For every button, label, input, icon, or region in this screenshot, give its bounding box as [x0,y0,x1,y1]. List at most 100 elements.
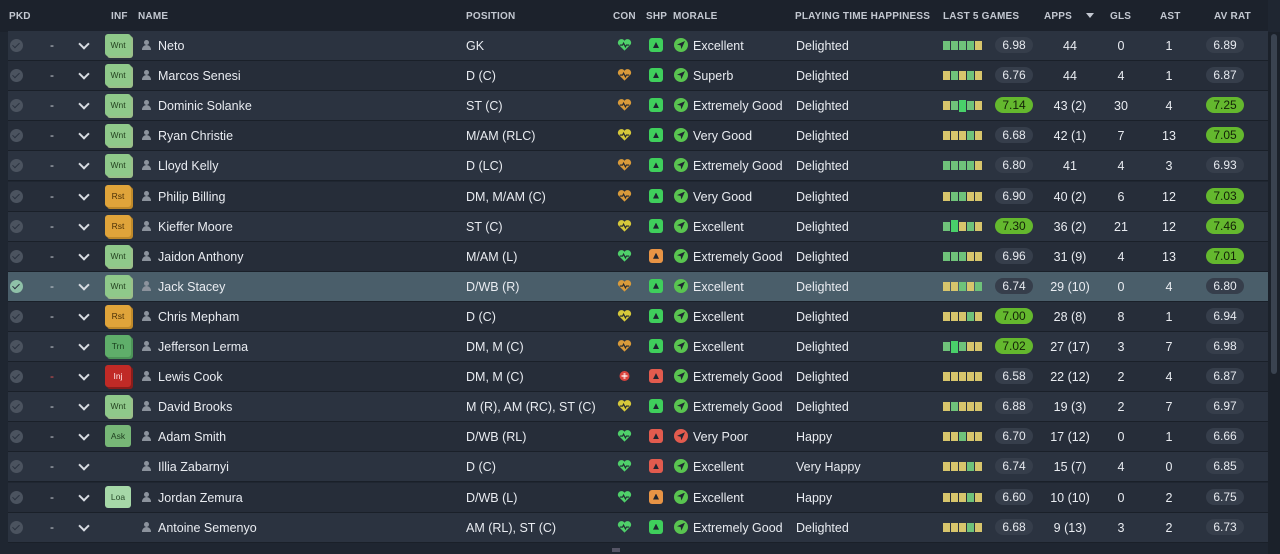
info-badge[interactable]: Wnt [105,64,131,87]
player-name[interactable]: Lewis Cook [158,370,223,385]
picked-check-icon[interactable] [10,159,23,173]
picked-check-icon[interactable] [10,490,23,504]
info-badge[interactable]: Wnt [105,94,131,117]
info-badge[interactable]: Wnt [105,34,131,56]
info-badge[interactable]: Rst [105,184,131,207]
info-badge[interactable]: Wnt [105,274,131,297]
player-name[interactable]: Jordan Zemura [158,490,243,505]
scrollbar-thumb[interactable] [1271,34,1277,374]
info-badge[interactable]: Rst [105,214,131,237]
chevron-down-icon[interactable] [78,158,90,171]
picked-check-icon[interactable] [10,400,23,414]
selection-status[interactable]: - [50,278,54,293]
player-name[interactable]: Chris Mepham [158,309,240,324]
selection-status[interactable]: - [50,459,54,474]
table-row[interactable]: - Wnt Jack Stacey D/WB (R) Excellent Delighte… [8,271,1268,302]
chevron-down-icon[interactable] [78,68,90,80]
selection-status[interactable]: - [50,489,54,504]
col-con[interactable]: CON [613,11,636,22]
player-name[interactable]: Adam Smith [158,430,227,445]
picked-check-icon[interactable] [10,279,23,293]
picked-check-icon[interactable] [10,370,23,384]
picked-check-icon[interactable] [10,39,23,52]
chevron-down-icon[interactable] [78,309,90,321]
picked-check-icon[interactable] [10,69,23,83]
chevron-down-icon[interactable] [78,38,90,50]
chevron-down-icon[interactable] [78,489,90,502]
info-badge[interactable]: Wnt [105,124,131,147]
selection-status[interactable]: - [50,339,54,353]
col-shp[interactable]: SHP [646,11,668,22]
selection-status[interactable]: - [50,399,54,414]
selection-status[interactable]: - [50,128,54,143]
table-row[interactable]: - Loa Jordan Zemura D/WB (L) Excellent Happy 6… [8,482,1268,513]
info-badge[interactable]: Trn [105,335,131,357]
chevron-down-icon[interactable] [78,369,90,381]
selection-status[interactable]: - [50,98,54,113]
table-row[interactable]: - Wnt Lloyd Kelly D (LC) Extremely Good Delig… [8,151,1268,182]
col-apps[interactable]: APPS [1044,11,1073,22]
table-row[interactable]: - Ask Adam Smith D/WB (RL) Very Poor Happy 6.7… [8,422,1268,453]
chevron-down-icon[interactable] [78,279,90,291]
col-pkd[interactable]: PKD [9,11,31,22]
chevron-down-icon[interactable] [78,339,90,351]
table-row[interactable]: - Trn Jefferson Lerma DM, M (C) Excellent Del… [8,332,1268,362]
selection-status[interactable]: - [50,429,54,444]
col-av-rat[interactable]: AV RAT [1214,11,1251,22]
table-row[interactable]: - Wnt Dominic Solanke ST (C) Extremely Good D… [8,91,1268,122]
table-row[interactable]: - Rst Kieffer Moore ST (C) Excellent Delighte… [8,211,1268,242]
player-name[interactable]: Ryan Christie [158,129,234,144]
picked-check-icon[interactable] [10,520,23,534]
col-inf[interactable]: INF [111,11,128,22]
player-name[interactable]: Jack Stacey [158,279,226,294]
selection-status[interactable]: - [50,308,54,323]
player-name[interactable]: David Brooks [158,400,233,415]
picked-check-icon[interactable] [10,129,23,143]
selection-status[interactable]: - [50,218,54,233]
player-name[interactable]: Neto [158,39,185,53]
col-last5[interactable]: LAST 5 GAMES [943,11,1020,22]
chevron-down-icon[interactable] [78,98,90,110]
table-row[interactable]: - Illia Zabarnyi D (C) Excellent Very Happy 6… [8,452,1268,483]
player-name[interactable]: Jefferson Lerma [158,340,249,354]
chevron-down-icon[interactable] [78,399,90,411]
picked-check-icon[interactable] [10,430,23,444]
sort-desc-icon[interactable] [1086,13,1094,18]
table-row[interactable]: - Inj Lewis Cook DM, M (C) Extremely Good Del… [8,362,1268,393]
table-row[interactable]: - Wnt David Brooks M (R), AM (RC), ST (C) Ex… [8,392,1268,423]
table-row[interactable]: - Antoine Semenyo AM (RL), ST (C) Extremely… [8,512,1268,543]
picked-check-icon[interactable] [10,219,23,233]
player-name[interactable]: Philip Billing [158,189,226,204]
chevron-down-icon[interactable] [78,188,90,201]
picked-check-icon[interactable] [10,460,23,474]
col-position[interactable]: POSITION [466,11,516,22]
chevron-down-icon[interactable] [78,519,90,532]
table-row[interactable]: - Wnt Ryan Christie M/AM (RLC) Very Good Deli… [8,121,1268,152]
chevron-down-icon[interactable] [78,128,90,140]
picked-check-icon[interactable] [10,189,23,203]
player-name[interactable]: Jaidon Anthony [158,249,244,264]
chevron-down-icon[interactable] [78,429,90,441]
selection-status[interactable]: - [50,38,54,52]
table-row[interactable]: - Wnt Jaidon Anthony M/AM (L) Extremely Good… [8,241,1268,272]
info-badge[interactable]: Loa [105,485,131,508]
col-gls[interactable]: GLS [1110,11,1132,22]
player-name[interactable]: Dominic Solanke [158,99,252,114]
info-badge[interactable]: Inj [105,365,131,388]
selection-status[interactable]: - [50,68,54,83]
picked-check-icon[interactable] [10,249,23,263]
player-name[interactable]: Illia Zabarnyi [158,460,229,475]
col-name[interactable]: NAME [138,11,169,22]
selection-status[interactable]: - [50,188,54,203]
selection-status[interactable]: - [50,158,54,173]
info-badge[interactable]: Wnt [105,395,131,418]
chevron-down-icon[interactable] [78,249,90,261]
player-name[interactable]: Antoine Semenyo [158,520,257,535]
info-badge[interactable]: Rst [105,304,131,327]
player-name[interactable]: Kieffer Moore [158,219,233,234]
selection-status[interactable]: - [50,248,54,263]
table-row[interactable]: - Wnt Marcos Senesi D (C) Superb Delighted 6.7… [8,61,1268,92]
picked-check-icon[interactable] [10,309,23,323]
picked-check-icon[interactable] [10,340,23,353]
player-name[interactable]: Lloyd Kelly [158,159,219,174]
